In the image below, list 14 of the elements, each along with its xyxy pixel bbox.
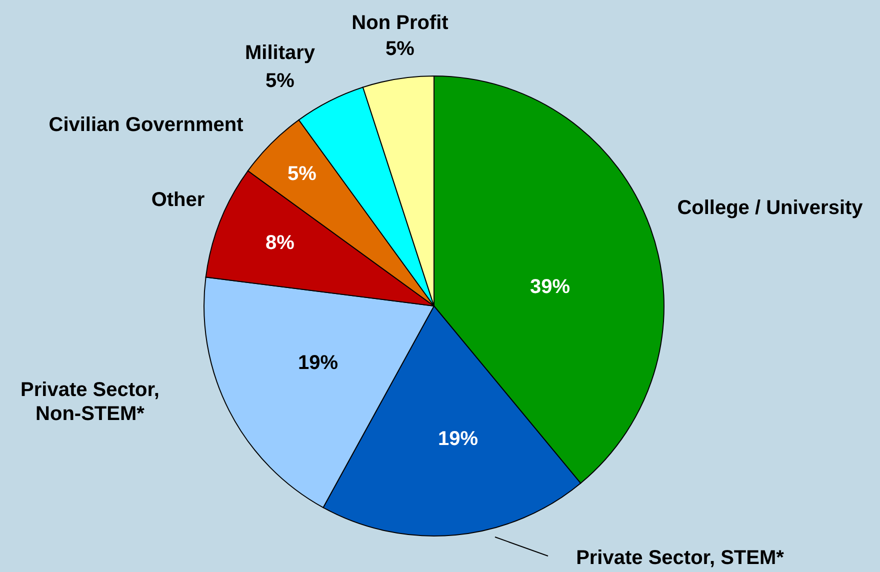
data-label: 8% — [266, 232, 295, 254]
data-label: 5% — [386, 38, 415, 60]
slice-label: College / University — [677, 197, 864, 219]
slice-label: Military — [244, 42, 316, 64]
slice-label: Other — [151, 189, 205, 211]
data-label: 5% — [288, 163, 317, 185]
data-label: 19% — [298, 352, 338, 374]
legend-label: Private Sector, STEM* — [576, 547, 784, 569]
slice-label: Non Profit — [352, 12, 449, 34]
data-label: 39% — [530, 276, 570, 298]
slice-label: Civilian Government — [48, 114, 244, 136]
slice-label: Private Sector, Non-STEM* — [20, 379, 160, 425]
data-label: 19% — [438, 428, 478, 450]
data-label: 5% — [266, 70, 295, 92]
